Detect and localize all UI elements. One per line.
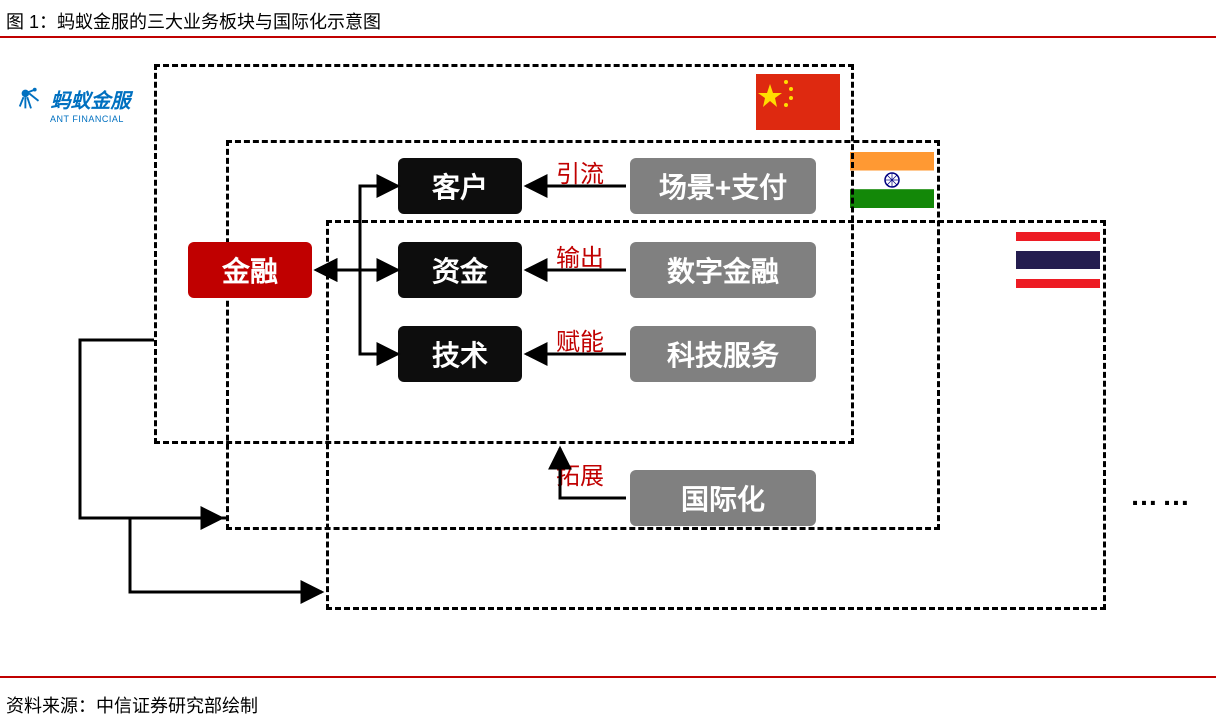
figure-title: 图 1：蚂蚁金服的三大业务板块与国际化示意图 — [6, 8, 381, 34]
diagram-canvas: 蚂蚁金服 ANT FINANCIAL 金融 客户 资金 技术 场景+支付 数字金… — [0, 40, 1216, 660]
ant-financial-logo: 蚂蚁金服 ANT FINANCIAL — [16, 84, 146, 124]
flag-thailand — [1016, 232, 1100, 288]
flag-china — [756, 74, 840, 130]
box-techserv: 科技服务 — [630, 326, 816, 382]
ellipsis: …… — [1130, 480, 1194, 512]
label-funeng: 赋能 — [556, 322, 604, 357]
ant-icon — [16, 84, 46, 114]
flag-india — [850, 152, 934, 208]
source-text: 资料来源：中信证券研究部绘制 — [6, 692, 258, 718]
label-tuozhan: 拓展 — [556, 456, 604, 491]
top-rule — [0, 36, 1216, 38]
box-capital: 资金 — [398, 242, 522, 298]
box-scene-pay: 场景+支付 — [630, 158, 816, 214]
box-finance: 金融 — [188, 242, 312, 298]
label-shuchu: 输出 — [556, 238, 604, 273]
box-digital: 数字金融 — [630, 242, 816, 298]
box-tech: 技术 — [398, 326, 522, 382]
brand-cn: 蚂蚁金服 — [50, 91, 130, 113]
label-yinliu: 引流 — [556, 154, 604, 189]
box-intl: 国际化 — [630, 470, 816, 526]
bottom-rule — [0, 676, 1216, 678]
brand-en: ANT FINANCIAL — [50, 114, 146, 124]
box-customer: 客户 — [398, 158, 522, 214]
